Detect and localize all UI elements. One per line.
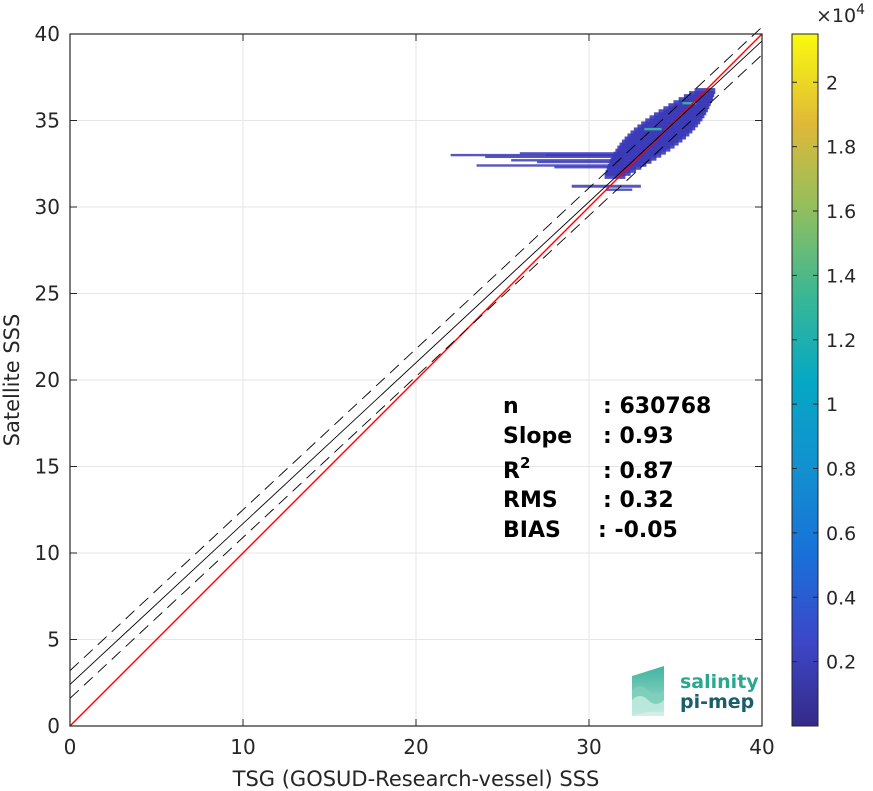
density-streak <box>450 153 624 157</box>
x-axis-title: TSG (GOSUD-Research-vessel) SSS <box>232 767 600 791</box>
density-cell <box>645 118 701 125</box>
y-axis-ticks: 0 5 10 15 20 25 30 35 40 <box>35 22 762 738</box>
y-tick-label: 30 <box>35 195 60 219</box>
stat-label-superscript: 2 <box>520 454 530 472</box>
density-streak <box>545 153 624 157</box>
lower-bound-line <box>69 54 763 699</box>
density-streak <box>519 152 624 155</box>
wave-icon <box>632 666 664 716</box>
density-cell <box>610 157 652 164</box>
y-tick-label: 10 <box>35 541 60 565</box>
logo-line2: pi-mep <box>680 691 754 713</box>
stat-value: : 630768 <box>603 394 711 419</box>
density-cell <box>615 148 666 155</box>
upper-bound-line <box>69 26 763 671</box>
colorbar-tick-label: 0.2 <box>826 652 856 674</box>
colorbar-exponent: ×104 <box>816 2 865 27</box>
colorbar-tick-label: 2 <box>826 72 838 94</box>
y-tick-label: 40 <box>35 22 60 46</box>
density-streak <box>511 159 624 162</box>
density-cell <box>658 109 707 116</box>
y-tick-label: 15 <box>35 455 60 479</box>
colorbar <box>791 33 819 727</box>
stat-label: n <box>503 394 519 419</box>
stat-label: RMS <box>503 488 558 513</box>
colorbar-tick-label: 0.4 <box>826 587 856 609</box>
density-cell <box>604 172 626 179</box>
density-cell <box>653 112 705 119</box>
colorbar-tick-label: 1 <box>826 394 838 416</box>
colorbar-tick-label: 1.6 <box>826 201 856 223</box>
colorbar-tick-label: 1.2 <box>826 330 856 352</box>
density-cell-high <box>644 127 662 131</box>
colorbar-ticks: 0.2 0.4 0.6 0.8 1 1.2 1.4 1.6 1.8 2 <box>792 72 856 674</box>
density-streak <box>485 155 624 159</box>
x-axis-ticks: 0 10 20 30 40 <box>64 34 775 759</box>
stat-value: : 0.93 <box>603 424 674 449</box>
density-cell <box>619 142 675 149</box>
salinity-pi-mep-logo: salinity pi-mep <box>632 666 759 716</box>
y-tick-label: 20 <box>35 368 60 392</box>
x-tick-label: 0 <box>64 735 77 759</box>
density-cell <box>621 139 679 146</box>
colorbar-tick-label: 1.8 <box>826 137 856 159</box>
y-tick-label: 5 <box>47 628 60 652</box>
y-axis-title: Satellite SSS <box>0 314 24 447</box>
logo-line1: salinity <box>680 671 759 693</box>
colorbar-tick-label: 0.8 <box>826 459 856 481</box>
density-cell <box>609 160 647 167</box>
stat-value: : -0.05 <box>598 518 678 543</box>
density-cell <box>611 154 657 161</box>
density-streak <box>537 160 624 164</box>
density-streak <box>554 166 624 169</box>
density-cell <box>606 188 633 191</box>
density-cell <box>627 133 687 140</box>
stat-label: BIAS <box>503 518 561 543</box>
density-cell <box>630 130 690 137</box>
x-tick-label: 40 <box>749 735 774 759</box>
density-cell <box>607 163 642 170</box>
stat-value: : 0.87 <box>603 459 674 484</box>
x-tick-label: 30 <box>576 735 601 759</box>
x-tick-label: 20 <box>403 735 428 759</box>
density-cell <box>641 121 698 128</box>
y-tick-label: 25 <box>35 282 60 306</box>
identity-line <box>69 33 763 727</box>
density-cell <box>617 145 671 152</box>
colorbar-exponent-power: 4 <box>856 2 865 18</box>
y-tick-label: 35 <box>35 109 60 133</box>
stat-value: : 0.32 <box>603 488 674 513</box>
density-cell <box>606 166 636 173</box>
density-cell <box>613 151 662 158</box>
y-tick-label: 0 <box>47 714 60 738</box>
density-cell <box>637 124 696 131</box>
density-cell-high <box>682 102 697 105</box>
density-cell <box>633 127 693 134</box>
regression-line <box>69 40 763 685</box>
density-cell <box>605 169 631 176</box>
density-cell <box>649 115 703 122</box>
fit-lines <box>69 26 763 727</box>
colorbar-tick-label: 0.6 <box>826 523 856 545</box>
density-cell <box>663 106 708 113</box>
stat-label: Slope <box>503 424 572 449</box>
density-cell <box>624 136 683 143</box>
colorbar-exponent-base: ×10 <box>816 5 856 27</box>
x-tick-label: 10 <box>230 735 255 759</box>
colorbar-tick-label: 1.4 <box>826 265 856 287</box>
density-streak <box>476 164 624 167</box>
